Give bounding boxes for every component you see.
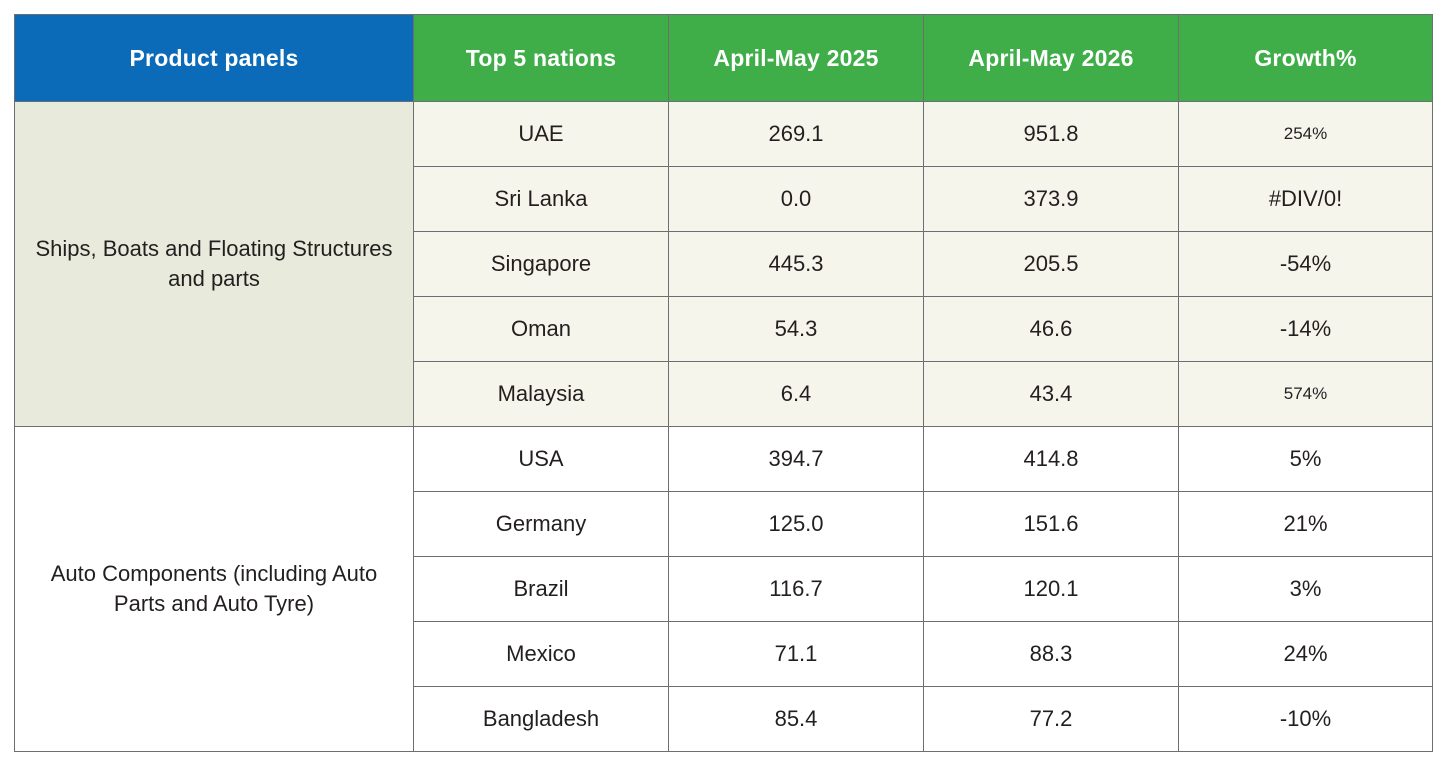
growth-cell: 574% [1178,361,1433,427]
table-row: Oman 54.3 46.6 -14% [15,296,1433,362]
product-cell-auto-components: Auto Components (including Auto Parts an… [14,426,414,752]
value-2025-cell: 85.4 [668,686,924,752]
value-2026-cell: 373.9 [923,166,1179,232]
nation-cell: UAE [413,101,669,167]
table-row: Bangladesh 85.4 77.2 -10% [15,686,1433,752]
value-2026-cell: 120.1 [923,556,1179,622]
growth-cell: -54% [1178,231,1433,297]
growth-cell: 5% [1178,426,1433,492]
growth-cell: -14% [1178,296,1433,362]
header-april-may-2025: April-May 2025 [668,14,924,102]
header-top-5-nations: Top 5 nations [413,14,669,102]
value-2025-cell: 116.7 [668,556,924,622]
growth-cell: -10% [1178,686,1433,752]
nation-cell: Brazil [413,556,669,622]
nation-cell: Bangladesh [413,686,669,752]
header-april-may-2026: April-May 2026 [923,14,1179,102]
table-row: Germany 125.0 151.6 21% [15,491,1433,557]
nation-cell: Sri Lanka [413,166,669,232]
value-2025-cell: 269.1 [668,101,924,167]
value-2026-cell: 951.8 [923,101,1179,167]
nation-cell: Germany [413,491,669,557]
nation-cell: Singapore [413,231,669,297]
table-header: Product panels Top 5 nations April-May 2… [14,14,1433,102]
nation-cell: Malaysia [413,361,669,427]
value-2025-cell: 445.3 [668,231,924,297]
value-2026-cell: 414.8 [923,426,1179,492]
table-row: Brazil 116.7 120.1 3% [15,556,1433,622]
value-2026-cell: 43.4 [923,361,1179,427]
value-2026-cell: 88.3 [923,621,1179,687]
nation-cell: Oman [413,296,669,362]
header-row: Product panels Top 5 nations April-May 2… [14,14,1433,102]
table-row: Singapore 445.3 205.5 -54% [15,231,1433,297]
growth-cell: 21% [1178,491,1433,557]
value-2025-cell: 394.7 [668,426,924,492]
table-row: Auto Components (including Auto Parts an… [14,426,1433,752]
table-row: Ships, Boats and Floating Structures and… [14,101,1433,427]
table-body: Ships, Boats and Floating Structures and… [14,101,1433,752]
value-2026-cell: 77.2 [923,686,1179,752]
nation-cell: Mexico [413,621,669,687]
value-2025-cell: 0.0 [668,166,924,232]
growth-cell: 24% [1178,621,1433,687]
value-2026-cell: 205.5 [923,231,1179,297]
value-2025-cell: 125.0 [668,491,924,557]
value-2025-cell: 54.3 [668,296,924,362]
header-product-panels: Product panels [14,14,414,102]
growth-cell: 3% [1178,556,1433,622]
growth-cell: 254% [1178,101,1433,167]
value-2026-cell: 151.6 [923,491,1179,557]
value-2025-cell: 71.1 [668,621,924,687]
nation-cell: USA [413,426,669,492]
header-growth: Growth% [1178,14,1433,102]
growth-cell: #DIV/0! [1178,166,1433,232]
table-row: Mexico 71.1 88.3 24% [15,621,1433,687]
table-row: Sri Lanka 0.0 373.9 #DIV/0! [15,166,1433,232]
export-table: Product panels Top 5 nations April-May 2… [14,14,1433,752]
value-2026-cell: 46.6 [923,296,1179,362]
value-2025-cell: 6.4 [668,361,924,427]
product-cell-ships: Ships, Boats and Floating Structures and… [14,101,414,427]
